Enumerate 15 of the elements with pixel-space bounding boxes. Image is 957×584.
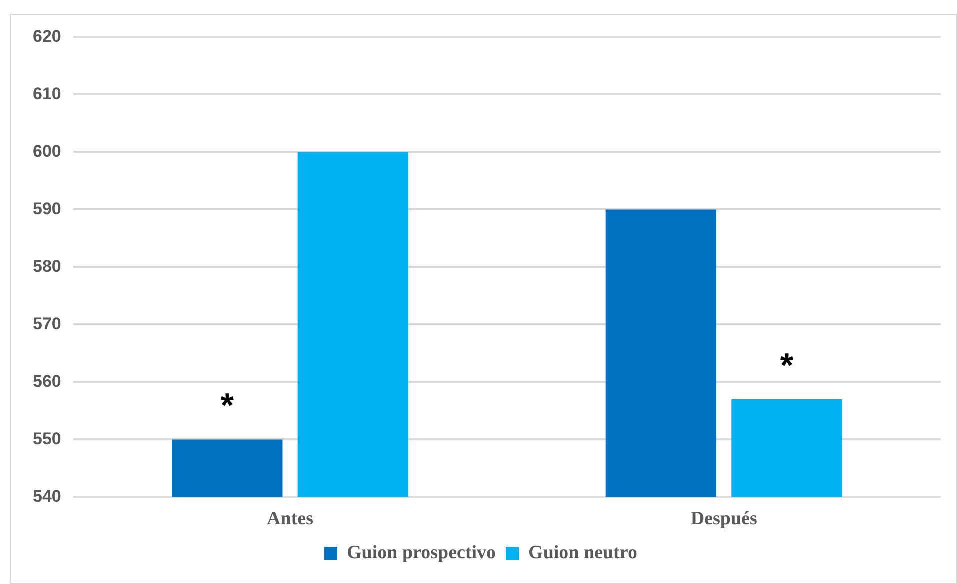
legend-label: Guion neutro <box>528 542 638 564</box>
annotation: * <box>220 387 235 426</box>
y-tick-label: 600 <box>32 142 62 161</box>
y-tick-label: 550 <box>32 429 62 448</box>
annotation: * <box>780 346 794 385</box>
y-tick-label: 560 <box>32 372 62 391</box>
y-tick-label: 610 <box>32 84 62 104</box>
x-tick-label: Antes <box>267 508 314 530</box>
y-tick-label: 620 <box>32 26 62 46</box>
y-tick-label: 540 <box>32 486 62 506</box>
y-tick-label: 580 <box>32 256 62 276</box>
x-tick-label: Después <box>690 508 758 530</box>
legend-label: Guion prospectivo <box>347 542 496 564</box>
y-tick-label: 590 <box>32 199 62 218</box>
y-tick-label: 570 <box>32 314 62 334</box>
